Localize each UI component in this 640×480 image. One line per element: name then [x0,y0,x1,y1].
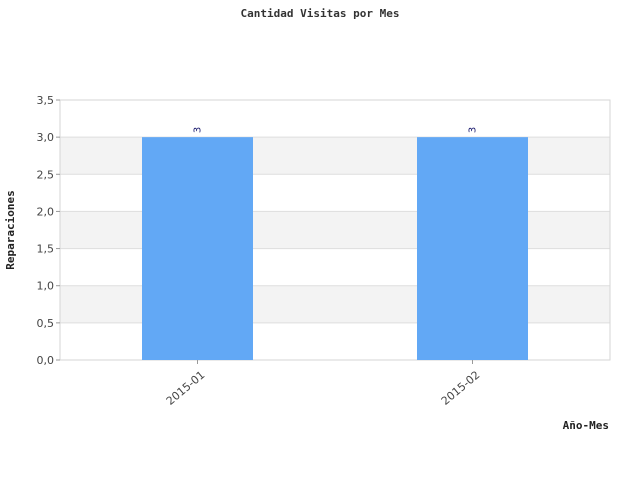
y-axis-ticks: 0,0 0,5 1,0 1,5 2,0 2,5 3,0 3,5 [37,94,60,367]
y-tick-label: 1,5 [37,243,55,256]
y-axis-title: Reparaciones [4,190,17,269]
y-tick-label: 2,0 [37,205,55,218]
x-axis-ticks: 2015-01 2015-02 [164,360,483,408]
data-label: 3 [468,127,479,133]
bar-2015-02 [417,137,528,360]
y-tick-label: 3,0 [37,131,55,144]
bar-2015-01 [142,137,253,360]
y-tick-label: 2,5 [37,168,55,181]
y-tick-label: 0,5 [37,317,55,330]
chart-title: Cantidad Visitas por Mes [241,7,400,20]
plot-area-border [59,99,611,361]
y-tick-label: 1,0 [37,280,55,293]
x-axis-title: Año-Mes [563,419,609,432]
x-tick-label: 2015-01 [164,368,208,408]
y-tick-label: 3,5 [37,94,55,107]
x-tick-label: 2015-02 [439,368,483,408]
y-tick-label: 0,0 [37,354,55,367]
data-label: 3 [193,127,204,133]
